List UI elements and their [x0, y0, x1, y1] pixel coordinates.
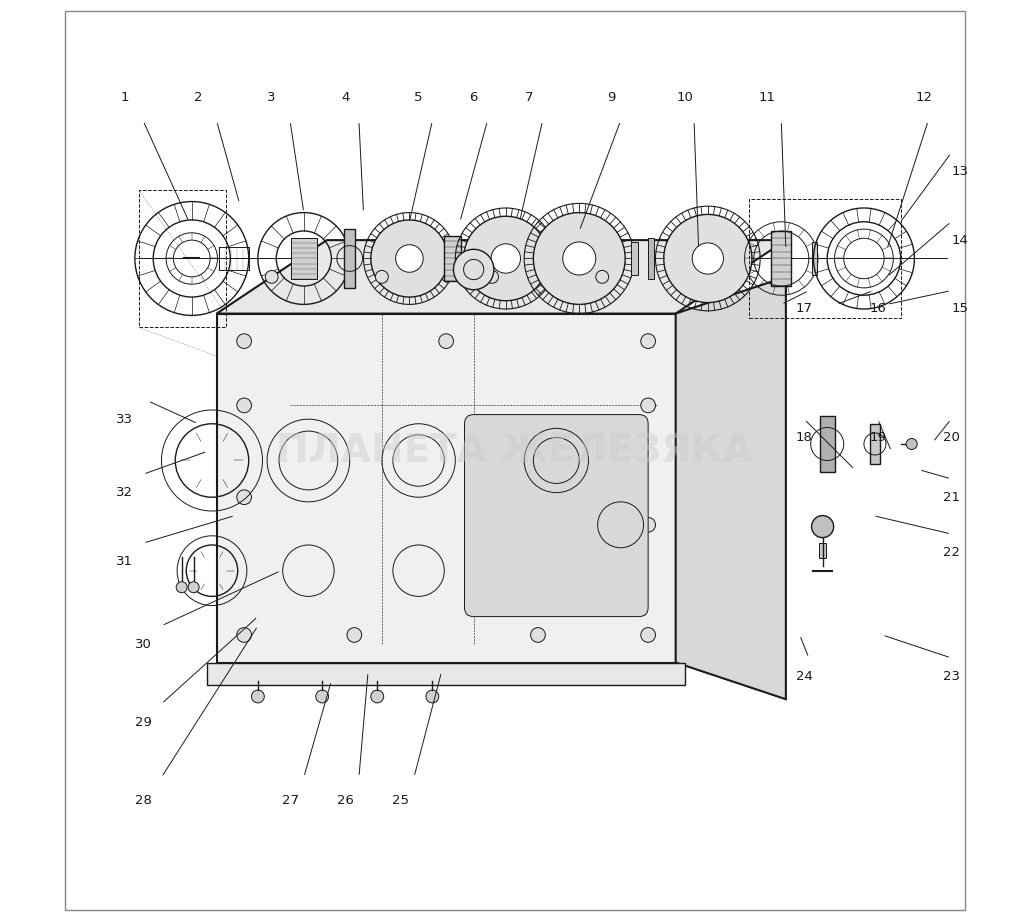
Text: 30: 30	[135, 637, 151, 650]
Text: 19: 19	[869, 431, 886, 444]
Circle shape	[375, 271, 388, 284]
Text: 1: 1	[121, 91, 129, 104]
Circle shape	[439, 333, 453, 348]
Text: 14: 14	[952, 234, 969, 247]
Polygon shape	[216, 240, 786, 313]
Circle shape	[485, 271, 499, 284]
Text: 13: 13	[952, 165, 969, 178]
Circle shape	[812, 516, 833, 538]
Circle shape	[426, 690, 439, 703]
Text: 21: 21	[942, 491, 960, 504]
Text: 12: 12	[915, 91, 932, 104]
Text: 11: 11	[759, 91, 776, 104]
Circle shape	[491, 244, 520, 274]
Text: 10: 10	[677, 91, 693, 104]
Text: 26: 26	[337, 794, 353, 807]
Circle shape	[906, 438, 917, 449]
Circle shape	[237, 398, 251, 413]
FancyBboxPatch shape	[631, 242, 638, 275]
Text: 20: 20	[942, 431, 960, 444]
FancyBboxPatch shape	[648, 239, 654, 279]
FancyBboxPatch shape	[812, 242, 817, 275]
Text: 28: 28	[135, 794, 151, 807]
FancyBboxPatch shape	[820, 416, 834, 472]
Text: 16: 16	[869, 302, 886, 316]
FancyBboxPatch shape	[444, 236, 460, 282]
Circle shape	[316, 690, 329, 703]
Circle shape	[641, 398, 655, 413]
Circle shape	[371, 220, 448, 297]
Circle shape	[266, 271, 278, 284]
Circle shape	[453, 250, 493, 290]
Text: 17: 17	[796, 302, 813, 316]
Text: 32: 32	[116, 486, 133, 499]
Circle shape	[530, 627, 545, 642]
Circle shape	[562, 242, 595, 275]
Polygon shape	[676, 277, 786, 699]
FancyBboxPatch shape	[870, 424, 880, 464]
Text: 7: 7	[524, 91, 533, 104]
Text: 9: 9	[608, 91, 616, 104]
Text: 3: 3	[268, 91, 276, 104]
Text: 27: 27	[281, 794, 299, 807]
Circle shape	[251, 690, 265, 703]
Text: 2: 2	[194, 91, 203, 104]
FancyBboxPatch shape	[819, 543, 826, 558]
Text: 18: 18	[796, 431, 813, 444]
Circle shape	[641, 627, 655, 642]
Circle shape	[641, 333, 655, 348]
FancyBboxPatch shape	[290, 239, 316, 279]
Circle shape	[347, 627, 362, 642]
Circle shape	[534, 213, 625, 305]
Text: 15: 15	[952, 302, 969, 316]
Text: 33: 33	[116, 413, 133, 426]
Text: 5: 5	[414, 91, 423, 104]
Text: 23: 23	[942, 670, 960, 682]
Circle shape	[237, 627, 251, 642]
Text: 31: 31	[116, 555, 133, 568]
Circle shape	[464, 216, 548, 301]
FancyBboxPatch shape	[771, 231, 791, 286]
Circle shape	[692, 243, 723, 274]
FancyBboxPatch shape	[207, 662, 685, 685]
Text: ПЛАНЕТА ЖЕЛЕЗЯКА: ПЛАНЕТА ЖЕЛЕЗЯКА	[276, 432, 754, 471]
Circle shape	[371, 690, 384, 703]
Text: 6: 6	[470, 91, 478, 104]
Circle shape	[641, 518, 655, 532]
FancyBboxPatch shape	[465, 414, 648, 616]
Circle shape	[188, 582, 199, 593]
Text: 24: 24	[796, 670, 813, 682]
FancyBboxPatch shape	[216, 313, 676, 662]
Circle shape	[237, 490, 251, 505]
Circle shape	[595, 271, 609, 284]
FancyBboxPatch shape	[344, 229, 355, 288]
Circle shape	[237, 333, 251, 348]
Circle shape	[663, 215, 752, 303]
Text: 22: 22	[942, 546, 960, 559]
Circle shape	[396, 245, 423, 273]
Text: 25: 25	[391, 794, 409, 807]
Text: 4: 4	[341, 91, 349, 104]
Text: 29: 29	[135, 716, 151, 729]
Circle shape	[176, 582, 187, 593]
